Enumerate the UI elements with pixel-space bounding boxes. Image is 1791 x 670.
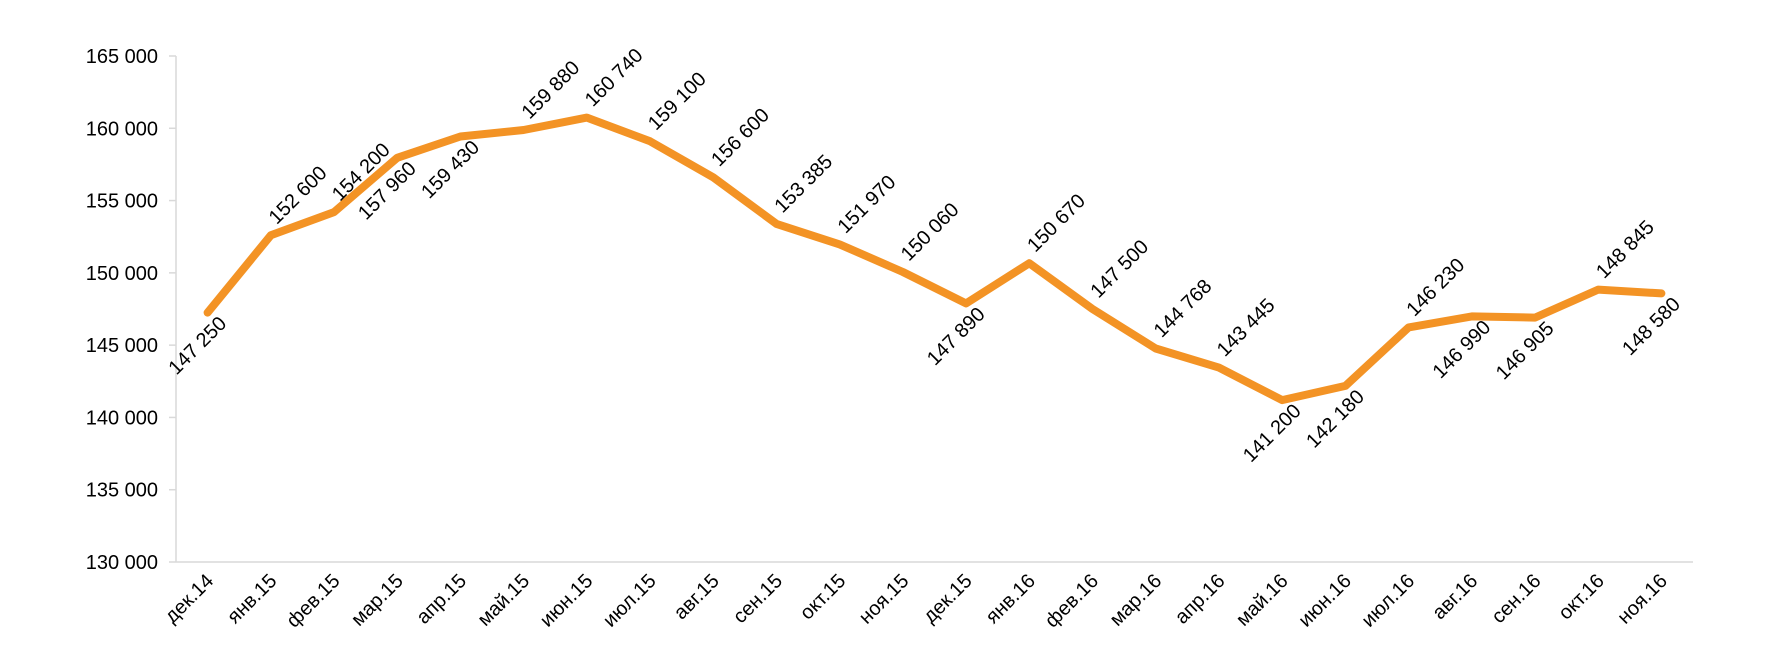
data-label: 150 060 [897, 199, 964, 266]
y-tick-label: 160 000 [86, 118, 158, 140]
data-label: 150 670 [1023, 190, 1090, 257]
x-tick-label: июл.15 [599, 570, 661, 632]
x-tick-label: авг.16 [1428, 570, 1482, 624]
data-label: 146 905 [1492, 318, 1559, 385]
x-tick-label: июн.15 [536, 570, 598, 632]
y-tick-label: 145 000 [86, 335, 158, 357]
y-tick-label: 165 000 [86, 46, 158, 68]
data-label: 159 880 [518, 57, 585, 124]
data-label: 156 600 [707, 104, 774, 171]
x-tick-label: окт.15 [796, 570, 850, 624]
data-label: 159 100 [644, 68, 711, 135]
data-label: 147 500 [1087, 236, 1154, 303]
y-tick-label: 130 000 [86, 552, 158, 574]
y-tick-label: 150 000 [86, 263, 158, 285]
x-tick-label: янв.15 [223, 570, 281, 628]
data-label: 141 200 [1239, 400, 1306, 467]
data-label: 153 385 [770, 151, 837, 218]
x-tick-label: мар.16 [1106, 570, 1167, 631]
x-tick-label: май.15 [473, 570, 534, 631]
x-tick-label: сен.15 [729, 570, 787, 628]
data-label: 144 768 [1150, 275, 1217, 342]
data-label: 146 990 [1429, 316, 1496, 383]
x-tick-label: май.16 [1232, 570, 1293, 631]
x-tick-label: авг.15 [670, 570, 724, 624]
y-tick-label: 140 000 [86, 407, 158, 429]
x-tick-label: мар.15 [347, 570, 408, 631]
data-label: 147 250 [164, 313, 231, 380]
data-label: 148 580 [1618, 293, 1685, 360]
y-axis: 130 000 135 000 140 000 145 000 150 000 155 0… [86, 46, 177, 574]
x-axis: дек.14 янв.15 фев.15 мар.15 апр.15 май.15 июн.… [161, 561, 1693, 632]
data-label: 148 845 [1592, 216, 1659, 283]
x-tick-label: фев.15 [282, 570, 344, 632]
data-label: 151 970 [834, 171, 901, 238]
data-label: 143 445 [1213, 294, 1280, 361]
data-label: 146 230 [1403, 254, 1470, 321]
y-tick-label: 155 000 [86, 191, 158, 213]
x-tick-label: окт.16 [1554, 570, 1608, 624]
series-line [203, 113, 1666, 405]
x-tick-label: июл.16 [1357, 570, 1419, 632]
data-label: 147 890 [923, 303, 990, 370]
y-tick-label: 135 000 [86, 480, 158, 502]
x-tick-label: ноя.15 [855, 570, 914, 629]
x-tick-label: янв.16 [982, 570, 1040, 628]
x-tick-label: фев.16 [1041, 570, 1103, 632]
data-label: 160 740 [581, 44, 648, 111]
x-tick-label: ноя.16 [1613, 570, 1672, 629]
x-tick-label: дек.14 [161, 570, 219, 628]
x-tick-label: дек.15 [919, 570, 977, 628]
x-tick-label: апр.16 [1171, 570, 1230, 629]
series-layer [203, 113, 1666, 405]
x-tick-label: апр.15 [412, 570, 471, 629]
x-tick-label: июн.16 [1294, 570, 1356, 632]
x-tick-label: сен.16 [1488, 570, 1546, 628]
